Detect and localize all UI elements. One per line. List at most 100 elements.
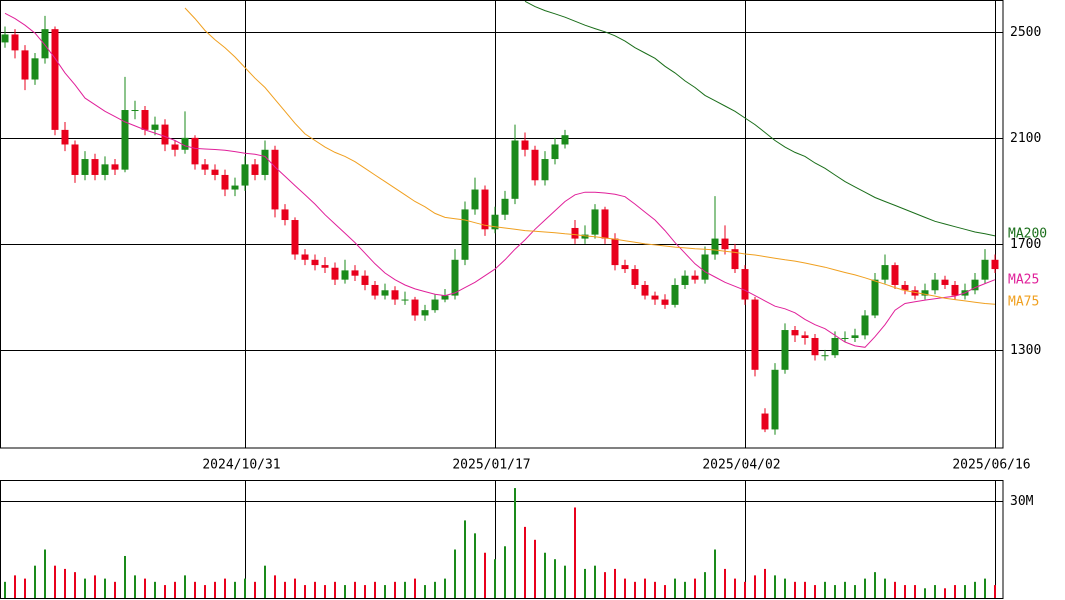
candle-body xyxy=(301,254,309,260)
volume-bar xyxy=(254,581,256,598)
candle-body xyxy=(151,124,159,130)
volume-bar xyxy=(194,581,196,598)
candle-body xyxy=(911,290,919,296)
candle-body xyxy=(811,337,819,356)
y-tick-label: 1700 xyxy=(1010,237,1041,252)
volume-bar xyxy=(294,578,296,598)
candle-body xyxy=(51,29,59,130)
candle-body xyxy=(751,299,759,370)
candle-body xyxy=(31,58,39,80)
volume-bar xyxy=(934,585,936,598)
volume-bar xyxy=(694,578,696,598)
volume-bar xyxy=(334,581,336,598)
candle-body xyxy=(561,135,569,145)
volume-bar xyxy=(244,578,246,598)
candle-body xyxy=(921,290,929,296)
volume-bar xyxy=(524,526,526,598)
moving-average-line xyxy=(4,12,996,348)
candle-body xyxy=(701,254,709,280)
candle-body xyxy=(431,299,439,311)
candle-body xyxy=(161,124,169,145)
candle-body xyxy=(541,159,549,181)
volume-bar xyxy=(894,581,896,598)
candle-body xyxy=(281,209,289,221)
volume-bar xyxy=(184,575,186,598)
volume-bar xyxy=(374,581,376,598)
candle-body xyxy=(241,164,249,186)
volume-bar xyxy=(664,585,666,598)
volume-bar xyxy=(404,581,406,598)
volume-bar xyxy=(124,555,126,598)
volume-bar xyxy=(514,488,516,598)
candle-body xyxy=(211,169,219,175)
volume-bar xyxy=(474,533,476,598)
volume-bar xyxy=(704,572,706,598)
volume-bar xyxy=(724,568,726,598)
candle-body xyxy=(401,299,409,301)
candle-body xyxy=(931,279,939,291)
candle-body xyxy=(551,144,559,160)
volume-bar xyxy=(154,581,156,598)
volume-bar xyxy=(204,585,206,598)
candle-body xyxy=(851,335,859,338)
volume-bar xyxy=(714,549,716,598)
candle-body xyxy=(791,330,799,336)
x-tick-label: 2025/01/17 xyxy=(452,458,530,473)
candle-body xyxy=(491,214,499,230)
volume-bar xyxy=(364,585,366,598)
candle-body xyxy=(461,209,469,260)
candle-body xyxy=(781,330,789,370)
volume-bar xyxy=(674,578,676,598)
volume-frame xyxy=(0,480,1004,599)
volume-bar xyxy=(564,565,566,598)
volume-bar xyxy=(864,578,866,598)
candle-body xyxy=(661,299,669,305)
volume-bar xyxy=(874,572,876,598)
volume-bar xyxy=(54,565,56,598)
volume-bar xyxy=(84,578,86,598)
volume-bar xyxy=(584,568,586,598)
candle-body xyxy=(841,337,849,339)
candle-body xyxy=(821,355,829,357)
moving-average-label: MA200 xyxy=(1008,227,1047,242)
volume-bar xyxy=(744,581,746,598)
volume-bar xyxy=(164,585,166,598)
volume-bar xyxy=(494,559,496,598)
candle-body xyxy=(951,284,959,296)
volume-bar xyxy=(414,578,416,598)
candle-body xyxy=(771,369,779,430)
volume-bar xyxy=(454,549,456,598)
volume-bar xyxy=(634,581,636,598)
candle-body xyxy=(11,34,19,51)
candle-body xyxy=(121,110,129,170)
volume-bar xyxy=(4,581,6,598)
candle-body xyxy=(21,50,29,80)
candle-body xyxy=(981,259,989,280)
candle-body xyxy=(261,149,269,175)
volume-bar xyxy=(444,578,446,598)
candle-body xyxy=(131,110,139,112)
candle-body xyxy=(141,110,149,130)
volume-bar xyxy=(134,575,136,598)
volume-bar xyxy=(994,585,996,598)
candle-body xyxy=(651,295,659,300)
volume-bar xyxy=(354,581,356,598)
volume-bar xyxy=(234,581,236,598)
volume-bar xyxy=(644,578,646,598)
volume-bar xyxy=(64,568,66,598)
volume-bar xyxy=(734,578,736,598)
volume-bar xyxy=(274,575,276,598)
candle-body xyxy=(741,269,749,300)
volume-bar xyxy=(924,588,926,598)
volume-bar xyxy=(94,575,96,598)
volume-bar xyxy=(434,581,436,598)
volume-bar xyxy=(594,565,596,598)
candle-body xyxy=(691,275,699,280)
volume-bar xyxy=(14,575,16,598)
candle-body xyxy=(611,238,619,266)
candle-body xyxy=(511,140,519,199)
candle-body xyxy=(91,159,99,175)
volume-bar xyxy=(394,581,396,598)
volume-bar xyxy=(504,546,506,598)
candle-body xyxy=(361,275,369,285)
